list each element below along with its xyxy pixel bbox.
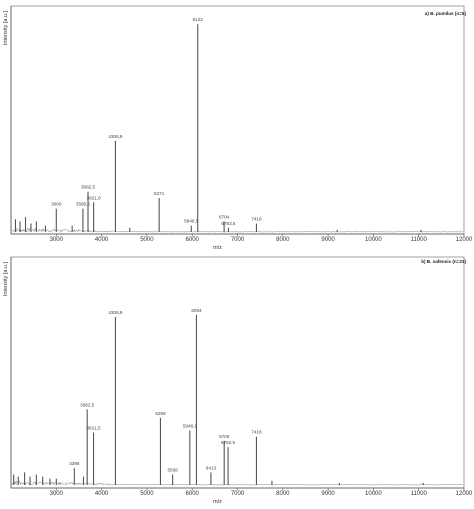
peak-label: 6413 (206, 465, 217, 470)
panel-b-pumilus: 3000 4000 5000 6000 7000 8000 9000 10000 11000 12… (3, 5, 473, 251)
spectrum-baseline (11, 227, 463, 233)
peak-label: 3682,5 (81, 185, 95, 190)
peak-label: 3821,8 (87, 195, 101, 200)
peak-label: 5568 (168, 468, 179, 473)
peak-label: 6792,5 (221, 440, 235, 445)
peak-label: 5299 (155, 411, 166, 416)
x-tick-label: 4000 (95, 237, 109, 243)
peak-label: 6122 (193, 17, 204, 22)
y-axis-title: Intensity [a.u.] (3, 10, 9, 45)
peak-label: 6094 (191, 308, 202, 313)
peak-label: 6704 (219, 214, 230, 219)
peak-label: 4306,9 (108, 134, 122, 139)
x-tick-label: 7000 (231, 237, 245, 243)
peak-label: 3682,5 (80, 402, 94, 407)
peak-label: 3398 (69, 461, 80, 466)
peak-label: 5846,5 (184, 219, 198, 224)
x-tick-label: 10000 (365, 491, 382, 497)
x-axis-title: m/z (213, 499, 222, 505)
x-tick-label: 11000 (411, 491, 428, 497)
x-tick-label: 3000 (50, 491, 64, 497)
x-tick-label: 9000 (321, 491, 335, 497)
x-tick-label: 10000 (365, 237, 382, 243)
peak-label: 3821,5 (87, 426, 101, 431)
peak-label: 7418 (251, 217, 262, 222)
x-tick-label: 4000 (95, 491, 109, 497)
x-tick-label: 8000 (276, 491, 290, 497)
x-tick-label: 9000 (321, 237, 335, 243)
x-tick-label: 6000 (186, 237, 200, 243)
x-tick-label: 6000 (186, 491, 200, 497)
x-tick-label: 12000 (456, 491, 473, 497)
panel-b-safensis: 3000 4000 5000 6000 7000 8000 9000 10000 11000 12… (3, 256, 473, 505)
x-tick-label: 11000 (411, 237, 428, 243)
x-tick-label: 7000 (231, 491, 245, 497)
peak-label: 3588,5 (76, 202, 90, 207)
peak-label: 7418 (251, 430, 262, 435)
x-tick-label: 12000 (456, 237, 473, 243)
peak-label: 3000 (51, 202, 62, 207)
panel-title: a) B. pumilus (n=5) (425, 11, 467, 16)
y-axis-title: Intensity [a.u.] (3, 261, 9, 296)
x-tick-label: 5000 (140, 237, 154, 243)
peak-label: 5948,1 (183, 423, 197, 428)
peak-label: 4306,9 (108, 310, 122, 315)
x-tick-label: 8000 (276, 237, 290, 243)
peak-label: 6783,5 (221, 221, 235, 226)
x-tick-label: 3000 (50, 237, 64, 243)
peak-label: 6706 (219, 434, 230, 439)
x-axis-title: m/z (213, 245, 222, 251)
plot-frame (10, 5, 465, 235)
panel-title: b) B. safensis (n=23) (421, 259, 466, 264)
peak-label: 5271 (154, 191, 165, 196)
spectrum-baseline (11, 480, 463, 486)
x-tick-label: 5000 (140, 491, 154, 497)
plot-frame (10, 256, 465, 489)
